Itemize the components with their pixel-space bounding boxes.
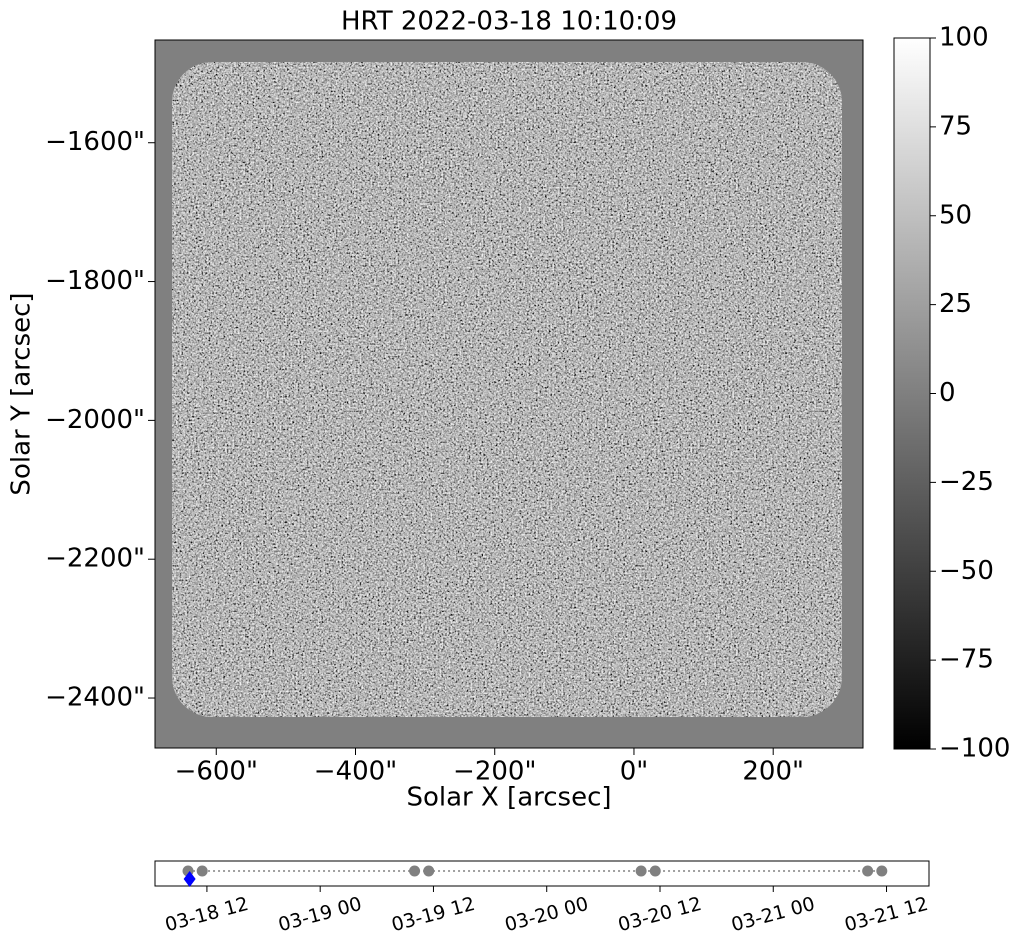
- colorbar-tick-label: −100: [939, 734, 1010, 764]
- x-tick-label: 0": [620, 757, 649, 787]
- x-tick-label: 03-21 12: [842, 893, 930, 936]
- timeline-frame: [154, 860, 930, 887]
- magnetogram: [172, 62, 842, 717]
- observation-marker: [196, 865, 208, 877]
- plot-frame: [154, 39, 864, 749]
- y-tick-label: −2000": [45, 405, 145, 435]
- y-axis-label: Solar Y [arcsec]: [7, 292, 37, 495]
- x-tick-label: 03-18 12: [163, 893, 251, 936]
- x-tick-label: 03-20 00: [502, 893, 590, 936]
- observation-marker: [876, 865, 888, 877]
- y-tick-label: −1600": [45, 127, 145, 157]
- observation-marker: [635, 865, 647, 877]
- y-tick-label: −1800": [45, 266, 145, 296]
- chart-title: HRT 2022-03-18 10:10:09: [341, 7, 677, 37]
- colorbar-tick-label: 0: [939, 378, 956, 408]
- colorbar-tick-label: 75: [939, 111, 972, 141]
- colorbar-tick-label: −50: [939, 556, 994, 586]
- colorbar-tick-label: 25: [939, 289, 972, 319]
- y-tick-label: −2400": [45, 683, 145, 713]
- x-tick-label: 03-19 00: [276, 893, 364, 936]
- colorbar-tick-label: 50: [939, 200, 972, 230]
- colorbar: [893, 37, 931, 750]
- colorbar-tick-label: −25: [939, 467, 994, 497]
- x-tick-label: −200": [453, 757, 536, 787]
- observation-marker: [423, 865, 435, 877]
- x-tick-label: 200": [742, 757, 804, 787]
- x-tick-label: 03-20 12: [616, 893, 704, 936]
- x-axis-label: Solar X [arcsec]: [406, 783, 611, 813]
- x-tick-label: −400": [314, 757, 397, 787]
- observation-marker: [862, 865, 874, 877]
- x-tick-label: 03-19 12: [389, 893, 477, 936]
- current-marker: [183, 871, 196, 887]
- observation-marker: [649, 865, 661, 877]
- observation-marker: [409, 865, 421, 877]
- x-tick-label: 03-21 00: [729, 893, 817, 936]
- colorbar-tick-label: 100: [939, 23, 989, 53]
- colorbar-tick-label: −75: [939, 645, 994, 675]
- y-tick-label: −2200": [45, 544, 145, 574]
- x-tick-label: −600": [175, 757, 258, 787]
